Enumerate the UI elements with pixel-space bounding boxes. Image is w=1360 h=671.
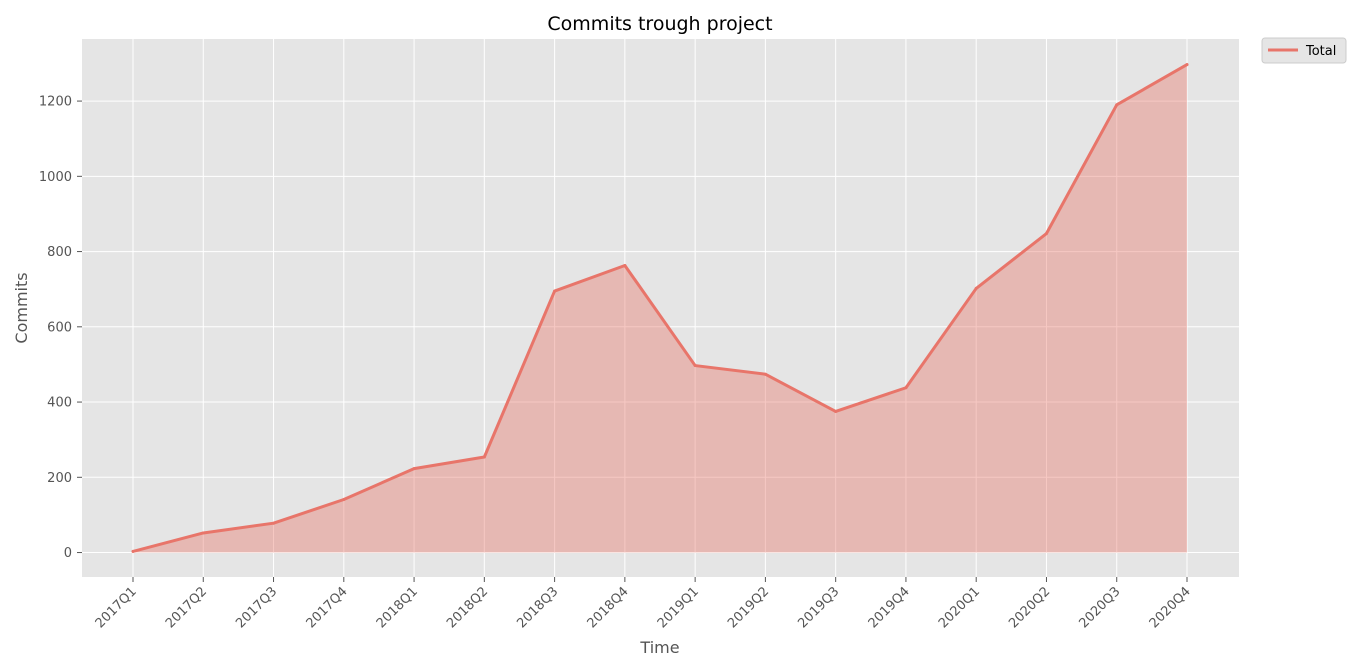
series-area-fill-total bbox=[133, 64, 1187, 553]
data-point-2019Q3 bbox=[834, 409, 838, 413]
legend-label-total: Total bbox=[1305, 44, 1336, 59]
y-tick-label: 0 bbox=[64, 546, 72, 561]
x-tick-label: 2019Q1 bbox=[655, 584, 702, 631]
y-tick-label: 200 bbox=[47, 471, 72, 486]
x-axis-title: Time bbox=[639, 638, 679, 657]
x-tick-label: 2018Q1 bbox=[374, 584, 421, 631]
data-point-2017Q4 bbox=[342, 497, 346, 501]
y-tick-label: 1000 bbox=[39, 170, 72, 185]
grid-lines bbox=[77, 39, 1239, 582]
x-tick-label: 2019Q4 bbox=[866, 584, 913, 631]
series-line-total bbox=[131, 63, 1189, 553]
x-tick-label: 2018Q4 bbox=[585, 584, 632, 631]
data-point-2018Q1 bbox=[412, 467, 416, 471]
data-point-2020Q4 bbox=[1185, 63, 1189, 67]
x-tick-label: 2018Q3 bbox=[514, 584, 561, 631]
x-tick-label: 2020Q1 bbox=[936, 584, 983, 631]
x-tick-label: 2017Q4 bbox=[304, 584, 351, 631]
data-point-2017Q2 bbox=[201, 531, 205, 535]
data-point-2018Q3 bbox=[553, 289, 557, 293]
y-tick-label: 400 bbox=[47, 396, 72, 411]
y-tick-label: 800 bbox=[47, 245, 72, 260]
x-tick-label: 2020Q2 bbox=[1006, 584, 1053, 631]
data-point-2020Q3 bbox=[1115, 103, 1119, 107]
data-point-2020Q1 bbox=[974, 286, 978, 290]
data-point-2017Q1 bbox=[131, 549, 135, 553]
x-tick-label: 2019Q3 bbox=[795, 584, 842, 631]
x-tick-label: 2018Q2 bbox=[444, 584, 491, 631]
data-point-2019Q4 bbox=[904, 386, 908, 390]
data-point-2018Q2 bbox=[482, 455, 486, 459]
legend-box bbox=[1261, 37, 1347, 64]
data-point-2018Q4 bbox=[623, 263, 627, 267]
x-tick-label: 2017Q2 bbox=[163, 584, 210, 631]
x-tick-label: 2020Q3 bbox=[1076, 584, 1123, 631]
chart-title: Commits trough project bbox=[547, 13, 772, 35]
series-area-layer bbox=[131, 63, 1189, 553]
data-point-2019Q1 bbox=[693, 364, 697, 368]
x-tick-label: 2019Q2 bbox=[725, 584, 772, 631]
x-tick-label: 2017Q1 bbox=[93, 584, 140, 631]
data-point-2020Q2 bbox=[1044, 232, 1048, 236]
y-tick-label: 600 bbox=[47, 320, 72, 335]
data-point-2017Q3 bbox=[272, 521, 276, 525]
x-tick-label: 2020Q4 bbox=[1147, 584, 1194, 631]
y-tick-label: 1200 bbox=[39, 95, 72, 110]
legend: Total bbox=[1261, 37, 1347, 64]
y-axis-title: Commits bbox=[12, 272, 31, 343]
data-point-2019Q2 bbox=[763, 372, 767, 376]
x-tick-label: 2017Q3 bbox=[233, 584, 280, 631]
